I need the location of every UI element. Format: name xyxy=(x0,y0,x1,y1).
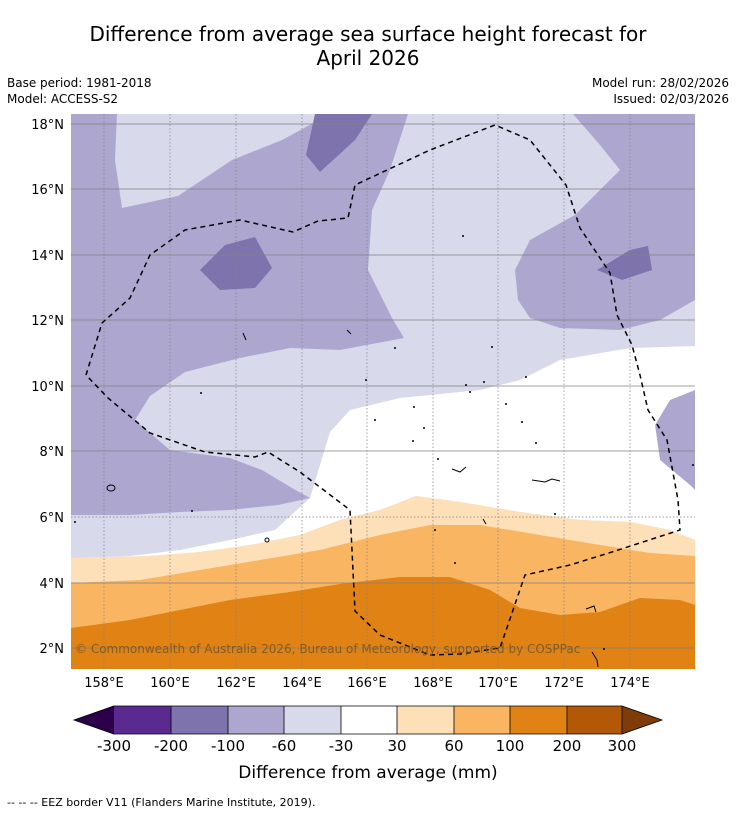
eez-legend-text: -- -- -- EEZ border V11 (Flanders Marine… xyxy=(7,796,316,809)
gridlines-lat xyxy=(71,123,695,649)
contour-band-neg100-neg60-east xyxy=(515,114,695,330)
colorbar-tick: 200 xyxy=(553,737,582,755)
lon-label-168e: 168°E xyxy=(413,676,453,691)
lon-label-170e: 170°E xyxy=(478,676,518,691)
contour-band-neg100-neg60-se xyxy=(655,390,695,490)
colorbar: -300 -200 -100 -60 -30 30 60 100 200 300… xyxy=(72,705,664,783)
colorbar-bin-neg60-neg30 xyxy=(284,706,341,734)
colorbar-bin-100-200 xyxy=(510,706,567,734)
contour-band-neg30-30 xyxy=(71,346,695,558)
model-name: Model: ACCESS-S2 xyxy=(7,92,119,106)
contour-band-100-200 xyxy=(71,577,695,669)
colorbar-tick: 100 xyxy=(496,737,525,755)
colorbar-label: Difference from average (mm) xyxy=(238,763,497,783)
colorbar-tick: -300 xyxy=(97,737,131,755)
colorbar-bin-30-60 xyxy=(397,706,454,734)
copyright-text: © Commonwealth of Australia 2026, Bureau… xyxy=(75,642,580,656)
lat-label-18n: 18°N xyxy=(31,118,64,133)
lat-label-4n: 4°N xyxy=(40,577,65,592)
lon-label-158e: 158°E xyxy=(84,676,124,691)
colorbar-tick: -200 xyxy=(154,737,188,755)
chart-title: Difference from average sea surface heig… xyxy=(0,22,736,70)
meta-left: Base period: 1981-2018 Model: ACCESS-S2 xyxy=(7,75,152,107)
lat-label-12n: 12°N xyxy=(31,314,64,329)
base-period: Base period: 1981-2018 xyxy=(7,76,152,90)
lat-label-2n: 2°N xyxy=(40,642,65,657)
colorbar-bin-neg200-neg100 xyxy=(171,706,228,734)
colorbar-tick: -60 xyxy=(272,737,297,755)
contour-band-neg100-neg60 xyxy=(71,114,408,515)
model-run: Model run: 28/02/2026 xyxy=(591,76,729,90)
lon-label-166e: 166°E xyxy=(347,676,387,691)
lat-label-10n: 10°N xyxy=(31,380,64,395)
islands xyxy=(106,329,599,668)
lon-label-162e: 162°E xyxy=(216,676,256,691)
lon-label-164e: 164°E xyxy=(282,676,322,691)
colorbar-tick: 300 xyxy=(608,737,637,755)
contour-band-neg200-neg100-east xyxy=(597,246,652,280)
lat-axis: 2°N 4°N 6°N 8°N 10°N 12°N 14°N 16°N 18°N xyxy=(31,118,64,657)
colorbar-tick: -100 xyxy=(211,737,245,755)
colorbar-bin-60-100 xyxy=(454,706,510,734)
eez-border xyxy=(85,124,681,656)
lon-label-174e: 174°E xyxy=(610,676,650,691)
colorbar-bin-neg30-30 xyxy=(341,706,397,734)
lat-label-8n: 8°N xyxy=(40,445,65,460)
meta-right: Model run: 28/02/2026 Issued: 02/03/2026 xyxy=(592,75,729,107)
title-line-1: Difference from average sea surface heig… xyxy=(89,22,647,46)
atoll-dots xyxy=(74,235,694,650)
lat-label-14n: 14°N xyxy=(31,249,64,264)
contour-band-neg200-neg100-west xyxy=(200,237,272,290)
colorbar-bin-neg100-neg60 xyxy=(228,706,284,734)
colorbar-bin-200-300 xyxy=(567,706,622,734)
contour-band-neg200-neg100-north xyxy=(306,114,372,172)
colorbar-tick: 60 xyxy=(444,737,463,755)
colorbar-tick: -30 xyxy=(329,737,354,755)
gridlines xyxy=(103,114,631,669)
lat-label-6n: 6°N xyxy=(40,511,65,526)
colorbar-tick: 30 xyxy=(387,737,406,755)
lon-label-172e: 172°E xyxy=(544,676,584,691)
title-line-2: April 2026 xyxy=(316,46,420,70)
lon-label-160e: 160°E xyxy=(150,676,190,691)
colorbar-over-arrow xyxy=(621,705,664,735)
lat-label-16n: 16°N xyxy=(31,183,64,198)
contour-field: © Commonwealth of Australia 2026, Bureau… xyxy=(71,114,695,669)
lon-axis: 158°E 160°E 162°E 164°E 166°E 168°E 170°… xyxy=(84,676,650,691)
colorbar-bin-neg300-neg200 xyxy=(114,706,171,734)
colorbar-under-arrow xyxy=(72,705,115,735)
issued-date: Issued: 02/03/2026 xyxy=(613,92,729,106)
